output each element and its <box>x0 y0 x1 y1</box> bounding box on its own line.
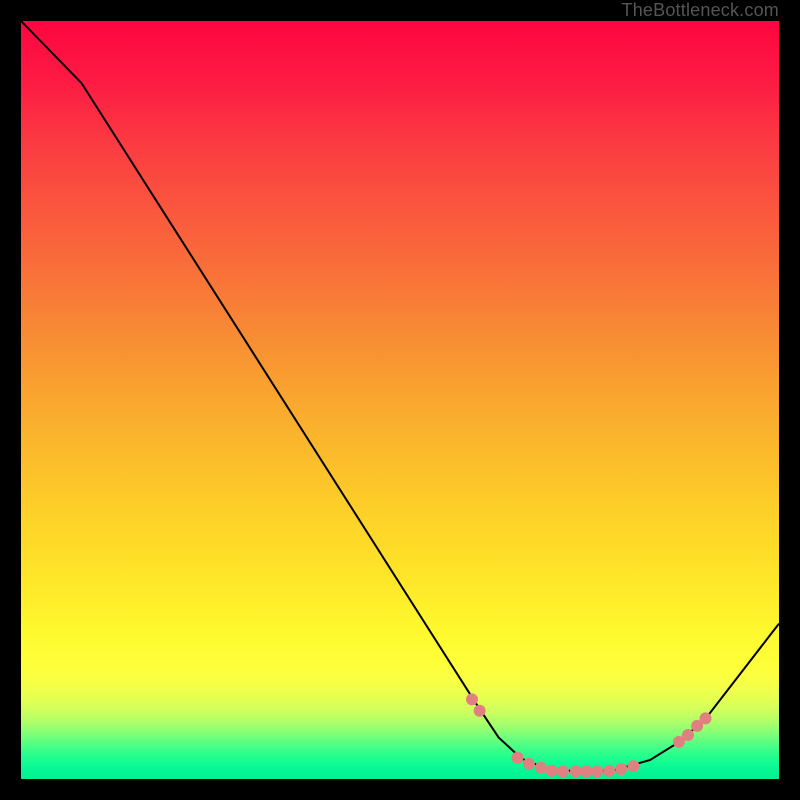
data-marker <box>512 752 524 764</box>
data-marker <box>591 765 603 777</box>
chart-area <box>21 21 779 779</box>
data-marker <box>557 765 569 777</box>
data-marker <box>546 765 558 777</box>
chart-container: TheBottleneck.com <box>0 0 800 800</box>
attribution-text: TheBottleneck.com <box>622 0 779 21</box>
data-marker <box>474 705 486 717</box>
data-marker <box>570 765 582 777</box>
data-marker <box>682 729 694 741</box>
bottleneck-curve <box>21 21 779 771</box>
data-marker <box>615 763 627 775</box>
data-marker <box>466 693 478 705</box>
data-marker <box>535 762 547 774</box>
data-marker <box>581 765 593 777</box>
data-markers <box>466 693 712 777</box>
chart-svg <box>21 21 779 779</box>
data-marker <box>628 760 640 772</box>
data-marker <box>523 758 535 770</box>
data-marker <box>700 712 712 724</box>
data-marker <box>603 765 615 777</box>
